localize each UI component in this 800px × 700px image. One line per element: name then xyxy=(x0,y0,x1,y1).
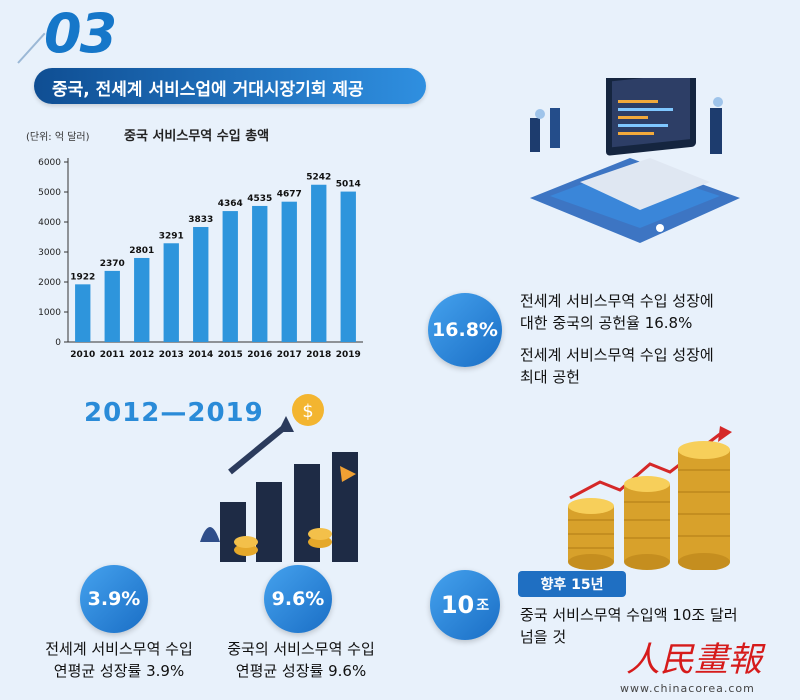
x-tick-label: 2014 xyxy=(188,350,213,360)
data-label: 2370 xyxy=(100,259,125,269)
bar xyxy=(222,211,238,342)
y-tick-label: 6000 xyxy=(38,158,61,168)
bar xyxy=(134,257,150,342)
bar xyxy=(311,184,327,342)
growth-illustration: $ xyxy=(200,394,358,562)
data-label: 5014 xyxy=(336,180,361,190)
bar xyxy=(163,243,179,342)
share-circle: 16.8% xyxy=(428,293,502,367)
data-label: 4677 xyxy=(277,190,302,200)
bar xyxy=(281,201,297,342)
future-line-2: 넘을 것 xyxy=(520,628,567,646)
y-tick-label: 0 xyxy=(55,338,61,348)
china-growth-circle: 9.6% xyxy=(264,565,332,633)
x-tick-label: 2013 xyxy=(159,350,184,360)
china-growth-line-2: 연평균 성장률 9.6% xyxy=(235,662,367,680)
global-growth-line-2: 연평균 성장률 3.9% xyxy=(53,662,185,680)
global-growth-line-1: 전세계 서비스무역 수입 xyxy=(45,640,193,658)
bar xyxy=(75,284,91,342)
chart-unit-label: (단위: 억 달러) xyxy=(26,132,90,143)
global-growth-circle: 3.9% xyxy=(80,565,148,633)
future-circle: 10 조 xyxy=(430,570,500,640)
publisher-signature-logo: 人民畫報 xyxy=(626,632,762,681)
share-text: 전세계 서비스무역 수입 성장에 대한 중국의 공헌율 16.8% 전세계 서비… xyxy=(520,290,714,388)
signature-text: 人民畫報 xyxy=(626,640,762,680)
x-tick-label: 2015 xyxy=(218,350,243,360)
page-title: 중국, 전세계 서비스업에 거대시장기회 제공 xyxy=(52,80,364,100)
share-line-2: 대한 중국의 공헌율 16.8% xyxy=(520,314,693,332)
x-tick-label: 2011 xyxy=(100,350,125,360)
laptop-illustration xyxy=(530,78,740,243)
coins-illustration xyxy=(568,426,732,570)
bar xyxy=(193,227,209,342)
bar xyxy=(252,205,268,342)
x-tick-label: 2017 xyxy=(277,350,302,360)
data-label: 3833 xyxy=(188,215,213,225)
bar-chart: 0 1000 2000 3000 4000 5000 6000 1922 2010 2370 201… xyxy=(38,158,363,360)
bar xyxy=(340,191,356,342)
china-growth-text: 중국의 서비스무역 수입 연평균 성장률 9.6% xyxy=(206,638,396,682)
data-label: 4364 xyxy=(218,199,243,209)
data-label: 2801 xyxy=(129,246,154,256)
global-growth-text: 전세계 서비스무역 수입 연평균 성장률 3.9% xyxy=(24,638,214,682)
y-tick-label: 2000 xyxy=(38,278,61,288)
y-tick-label: 5000 xyxy=(38,188,61,198)
future-badge: 향후 15년 xyxy=(518,571,626,597)
future-value-unit: 조 xyxy=(476,598,490,614)
share-line-3: 전세계 서비스무역 수입 성장에 xyxy=(520,346,714,364)
period-label: 2012—2019 xyxy=(84,398,264,428)
svg-text:$: $ xyxy=(302,401,313,422)
china-growth-line-1: 중국의 서비스무역 수입 xyxy=(227,640,375,658)
y-tick-label: 4000 xyxy=(38,218,61,228)
future-value-number: 10 xyxy=(440,591,475,619)
data-label: 5242 xyxy=(306,173,331,183)
title-banner xyxy=(34,68,426,104)
section-number: 03 xyxy=(44,2,117,65)
share-line-1: 전세계 서비스무역 수입 성장에 xyxy=(520,292,714,310)
chart-title: 중국 서비스무역 수입 총액 xyxy=(124,129,270,144)
share-line-4: 최대 공헌 xyxy=(520,368,580,386)
future-text: 중국 서비스무역 수입액 10조 달러 넘을 것 xyxy=(520,604,738,648)
x-tick-label: 2010 xyxy=(70,350,95,360)
x-tick-label: 2019 xyxy=(336,350,361,360)
x-tick-label: 2016 xyxy=(247,350,272,360)
x-tick-label: 2012 xyxy=(129,350,154,360)
future-line-1: 중국 서비스무역 수입액 10조 달러 xyxy=(520,606,738,624)
data-label: 1922 xyxy=(70,272,95,282)
site-url: www.chinacorea.com xyxy=(620,682,755,695)
bar xyxy=(104,270,120,342)
data-label: 4535 xyxy=(247,194,272,204)
y-tick-label: 3000 xyxy=(38,248,61,258)
data-label: 3291 xyxy=(159,231,184,241)
y-tick-label: 1000 xyxy=(38,308,61,318)
decorative-line xyxy=(17,32,46,64)
x-tick-label: 2018 xyxy=(306,350,331,360)
